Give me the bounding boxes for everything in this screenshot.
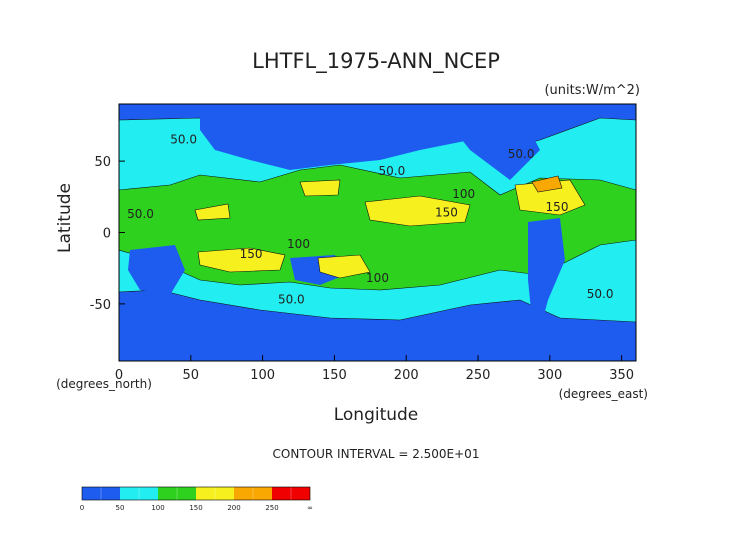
- y-tick-label: 50: [94, 155, 111, 170]
- contour-label: 50.0: [587, 287, 614, 301]
- y-tick-label: 0: [103, 227, 111, 242]
- x-tick-label: 200: [394, 368, 419, 383]
- level-region: [194, 203, 231, 221]
- colorbar-segment: [234, 487, 272, 500]
- x-axis-label: Longitude: [334, 405, 419, 425]
- x-tick-label: 250: [466, 368, 491, 383]
- contour-label: 50.0: [278, 293, 305, 307]
- contour-label: 100: [287, 237, 310, 251]
- level-region: [364, 195, 471, 227]
- colorbar-segment: [272, 487, 310, 500]
- x-unit: (degrees_east): [559, 387, 648, 401]
- contour-label: 50.0: [127, 207, 154, 221]
- level-region: [514, 179, 586, 216]
- colorbar-segment: [196, 487, 234, 500]
- x-tick-label: 100: [250, 368, 275, 383]
- level-region: [440, 112, 540, 180]
- contour-map: [119, 104, 636, 361]
- contour-label: 150: [435, 206, 458, 220]
- contour-label: 100: [366, 271, 389, 285]
- x-tick-label: 350: [609, 368, 634, 383]
- level-region: [200, 110, 470, 170]
- contour-label: 50.0: [508, 147, 535, 161]
- level-region: [299, 179, 341, 197]
- colorbar-label: 50: [116, 504, 125, 512]
- x-tick-label: 150: [322, 368, 347, 383]
- colorbar-segment: [82, 487, 120, 500]
- y-tick-label: -50: [90, 298, 111, 313]
- units: (units:W/m^2): [544, 83, 640, 98]
- x-tick-label: 0: [115, 368, 123, 383]
- y-axis-label: Latitude: [55, 183, 75, 253]
- x-tick-label: 50: [183, 368, 200, 383]
- colorbar-label: 100: [151, 504, 164, 512]
- contour-label: 50.0: [170, 133, 197, 147]
- colorbar-label: 250: [265, 504, 278, 512]
- contour-label: 100: [452, 187, 475, 201]
- colorbar-label: 200: [227, 504, 240, 512]
- level-region: [128, 245, 185, 295]
- colorbar-label: 0: [80, 504, 84, 512]
- level-region: [197, 247, 286, 273]
- level-region: [317, 254, 371, 279]
- contour-label: 50.0: [379, 164, 406, 178]
- contour-label: 150: [240, 247, 263, 261]
- level-region: [528, 218, 565, 330]
- chart-title: LHTFL_1975-ANN_NCEP: [252, 49, 500, 74]
- colorbar-segment: [158, 487, 196, 500]
- contour-interval: CONTOUR INTERVAL = 2.500E+01: [273, 447, 480, 461]
- colorbar-segment: [120, 487, 158, 500]
- x-tick-label: 300: [537, 368, 562, 383]
- colorbar-label: 150: [189, 504, 202, 512]
- level-region: [531, 175, 563, 193]
- y-unit: (degrees_north): [56, 377, 152, 391]
- colorbar-frame: [81, 486, 311, 501]
- contour-label: 150: [546, 200, 569, 214]
- colorbar-label: ∞: [307, 504, 313, 512]
